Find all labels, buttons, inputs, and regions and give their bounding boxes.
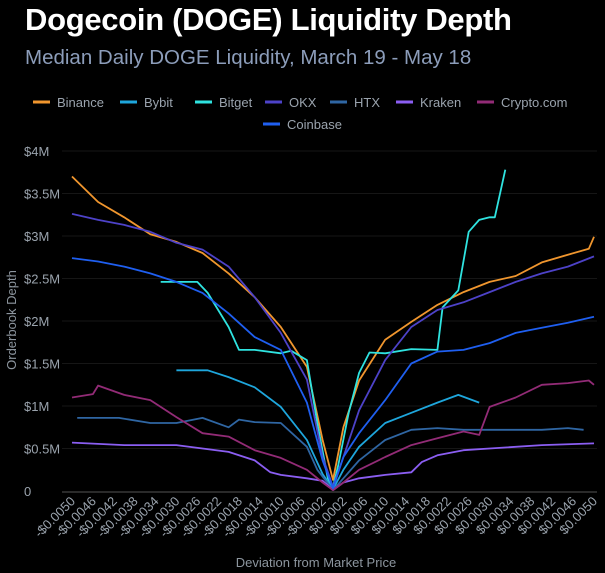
y-axis-ticks: 0 $0.5M $1M $1.5M $2M $2.5M $3M $3.5M $4M [24, 144, 60, 499]
y-tick-label: $4M [24, 144, 49, 159]
legend-item-bybit[interactable]: Bybit [120, 95, 173, 110]
series-lines [71, 169, 595, 492]
legend-label: Kraken [420, 95, 461, 110]
legend-item-kraken[interactable]: Kraken [396, 95, 461, 110]
legend-label: Coinbase [287, 117, 342, 132]
legend: Binance Bybit Bitget OKX HTX Kraken Crypto.com… [33, 95, 567, 132]
y-tick-label: 0 [24, 484, 31, 499]
y-axis-label: Orderbook Depth [4, 270, 19, 370]
x-axis-ticks: -$0.0050-$0.0046-$0.0042-$0.0038-$0.0034… [31, 494, 600, 541]
y-tick-label: $3M [24, 229, 49, 244]
y-tick-label: $3.5M [24, 187, 60, 202]
y-tick-label: $1M [24, 399, 49, 414]
legend-item-htx[interactable]: HTX [330, 95, 380, 110]
series-line-binance [71, 175, 595, 481]
y-tick-label: $2M [24, 314, 49, 329]
legend-label: Binance [57, 95, 104, 110]
y-tick-label: $0.5M [24, 442, 60, 457]
legend-label: Crypto.com [501, 95, 567, 110]
legend-label: Bitget [219, 95, 253, 110]
legend-label: OKX [289, 95, 317, 110]
legend-item-binance[interactable]: Binance [33, 95, 104, 110]
chart-title: Dogecoin (DOGE) Liquidity Depth [25, 2, 512, 37]
legend-item-okx[interactable]: OKX [265, 95, 317, 110]
legend-item-crypto-com[interactable]: Crypto.com [477, 95, 567, 110]
legend-item-bitget[interactable]: Bitget [195, 95, 253, 110]
legend-item-coinbase[interactable]: Coinbase [263, 117, 342, 132]
legend-label: Bybit [144, 95, 173, 110]
x-axis-label: Deviation from Market Price [236, 555, 396, 570]
y-tick-label: $2.5M [24, 272, 60, 287]
series-line-coinbase [71, 257, 595, 490]
chart-subtitle: Median Daily DOGE Liquidity, March 19 - … [25, 46, 472, 69]
series-line-kraken [71, 441, 595, 492]
series-line-crypto-com [71, 379, 595, 492]
legend-label: HTX [354, 95, 380, 110]
series-line-bitget [160, 169, 507, 488]
gridlines [62, 150, 597, 449]
y-tick-label: $1.5M [24, 357, 60, 372]
